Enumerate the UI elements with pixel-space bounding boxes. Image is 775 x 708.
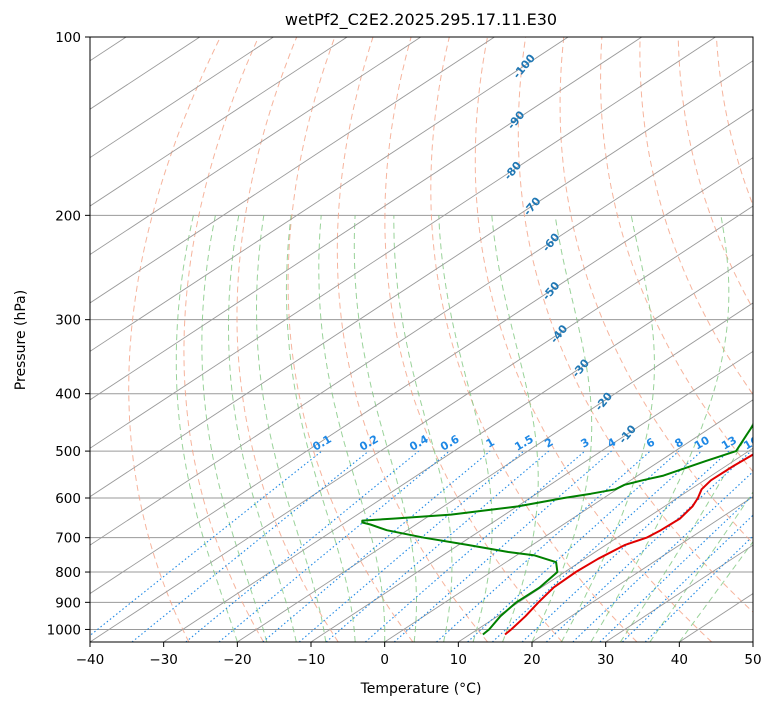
x-tick-label: −40 [76, 652, 105, 668]
dewpoint-profile-line [361, 423, 753, 636]
isotherm-line [90, 37, 716, 449]
isotherm-line [384, 399, 753, 642]
isotherm-line [237, 302, 753, 642]
y-axis-label: Pressure (hPa) [13, 290, 29, 390]
moist-adiabat-line [561, 215, 655, 642]
x-tick-label: 0 [380, 652, 389, 668]
y-tick-label: 100 [55, 30, 81, 46]
y-tick-label: 500 [55, 444, 81, 460]
mixing-ratio-label: 16 [741, 433, 761, 452]
moist-adiabat-line [393, 215, 453, 642]
sounding-profiles [361, 423, 753, 636]
x-tick-label: 50 [744, 652, 761, 668]
dry-adiabat-line [287, 37, 414, 642]
dry-adiabat-line [236, 37, 339, 642]
mixing-ratio-line [218, 450, 450, 642]
dry-adiabats [128, 37, 753, 642]
y-tick-label: 700 [55, 531, 81, 547]
isotherm-line [310, 350, 753, 642]
mixing-ratio-line [467, 450, 680, 642]
isotherm-line [90, 37, 274, 159]
x-tick-label: 20 [523, 652, 540, 668]
moist-adiabat-line [353, 215, 417, 642]
y-tick-label: 300 [55, 313, 81, 329]
mixing-ratio-line [90, 450, 323, 637]
mixing-ratio-line [298, 450, 525, 642]
moist-adiabat-line [649, 491, 753, 642]
moist-adiabat-line [438, 215, 493, 642]
mixing-ratio-line [599, 494, 753, 642]
mixing-ratio-line [491, 450, 702, 642]
dry-adiabat-line [183, 37, 264, 642]
moist-adiabat-line [175, 215, 238, 642]
isotherm-line [531, 496, 753, 642]
isotherm-line [90, 108, 753, 546]
x-tick-label: 10 [450, 652, 467, 668]
y-tick-label: 800 [55, 565, 81, 581]
y-tick-label: 900 [55, 595, 81, 611]
moist-adiabats [175, 215, 753, 642]
y-tick-label: 600 [55, 491, 81, 507]
isotherms [90, 37, 753, 642]
y-tick-label: 1000 [47, 622, 81, 638]
dry-adiabat-line [474, 37, 713, 642]
mixing-ratio-lines [90, 450, 753, 642]
dry-adiabat-line [517, 37, 753, 613]
x-tick-label: 30 [597, 652, 614, 668]
moist-adiabat-line [531, 215, 593, 642]
moist-adiabat-line [491, 215, 539, 642]
moist-adiabat-line [318, 215, 386, 642]
isotherm-line [90, 37, 348, 207]
y-tick-label: 400 [55, 387, 81, 403]
dry-adiabat-line [384, 37, 563, 642]
mixing-ratio-line [545, 450, 752, 642]
isotherm-line [163, 253, 753, 642]
mixing-ratio-line [393, 450, 612, 642]
mixing-ratio-line [131, 450, 370, 642]
x-tick-label: 40 [671, 652, 688, 668]
x-tick-label: −30 [149, 652, 178, 668]
mixing-ratio-line [622, 514, 753, 642]
plot-frame [89, 36, 754, 643]
moist-adiabat-line [619, 421, 753, 642]
isotherm-line [90, 205, 753, 642]
x-tick-label: −20 [223, 652, 252, 668]
isotherm-line [458, 447, 753, 642]
chart-title: wetPf2_C2E2.2025.295.17.11.E30 [285, 10, 557, 30]
mixing-ratio-line [644, 535, 753, 642]
isotherm-line [90, 37, 422, 256]
isotherm-line [90, 157, 753, 595]
x-tick-label: −10 [297, 652, 326, 668]
isotherm-line [90, 37, 643, 401]
dry-adiabat-line [430, 37, 638, 642]
isotherm-line [90, 60, 753, 498]
dry-adiabat-line [600, 37, 753, 473]
dry-adiabat-line [336, 37, 488, 642]
dry-adiabat-line [559, 37, 753, 545]
mixing-ratio-line [521, 450, 730, 642]
isotherm-line [90, 37, 569, 352]
mixing-ratio-line [325, 450, 550, 642]
y-axis-ticks: 100 200 300 400 500 600 700 800 900 1000 [47, 30, 90, 638]
moist-adiabat-line [590, 215, 730, 642]
isotherm-line [90, 37, 495, 304]
dry-adiabat-line [639, 37, 753, 396]
temperature-profile-line [504, 453, 753, 636]
dry-adiabat-line [128, 37, 221, 642]
x-axis-ticks: −40 −30 −20 −10 0 10 20 30 40 50 [76, 642, 762, 668]
y-tick-label: 200 [55, 208, 81, 224]
mixing-ratio-line [262, 450, 491, 642]
x-axis-label: Temperature (°C) [360, 681, 482, 697]
